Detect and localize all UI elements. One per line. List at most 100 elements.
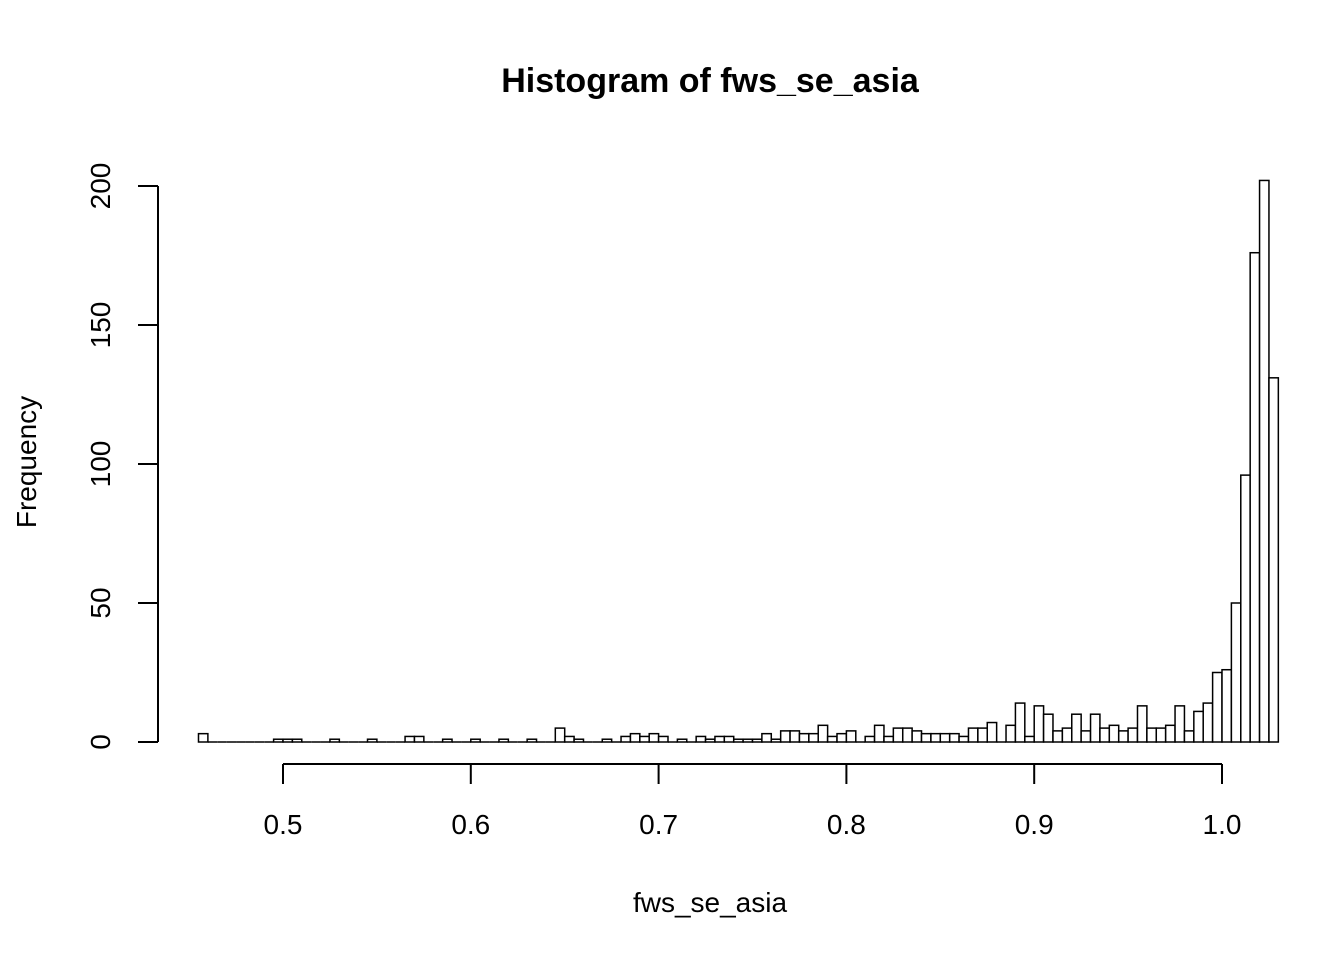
histogram-bar — [291, 738, 303, 743]
chart-title: Histogram of fws_se_asia — [501, 62, 920, 100]
histogram-bar — [1146, 727, 1158, 743]
histogram-bar — [714, 735, 726, 743]
histogram-bar — [1014, 702, 1026, 743]
histogram-bar — [817, 724, 829, 743]
histogram-bar — [901, 727, 913, 743]
histogram-bar — [1211, 671, 1223, 743]
histogram-bar — [1089, 713, 1101, 743]
histogram-bar — [742, 738, 754, 743]
histogram-bar — [1099, 727, 1111, 743]
histogram-bar — [864, 735, 876, 743]
y-tick-label: 150 — [85, 302, 116, 349]
histogram-bar — [470, 738, 481, 743]
histogram-bar — [554, 727, 566, 743]
histogram-bar — [892, 727, 904, 743]
y-tick-label: 50 — [85, 587, 116, 618]
histogram-bar — [601, 738, 613, 743]
histogram-bar — [883, 735, 895, 743]
histogram-bar — [977, 727, 988, 743]
histogram-bar — [1240, 474, 1251, 743]
histogram-bar — [930, 732, 942, 743]
histogram-bar — [761, 732, 773, 743]
histogram-bar — [770, 738, 782, 743]
histogram-bar — [836, 732, 848, 743]
histogram-bar — [779, 730, 791, 743]
histogram-bar — [1042, 713, 1054, 743]
histogram-bar — [272, 738, 284, 743]
histogram-bar — [948, 732, 960, 743]
histogram-bar — [657, 735, 669, 743]
histogram-bar — [676, 738, 688, 743]
histogram-bar — [911, 730, 923, 743]
histogram-bar — [1258, 179, 1270, 743]
histogram-bar — [1174, 705, 1186, 743]
histogram-bar — [1202, 702, 1214, 743]
histogram-bar — [723, 735, 735, 743]
x-tick-label: 0.6 — [451, 809, 490, 840]
histogram-bar — [1071, 713, 1082, 743]
histogram-bar — [873, 724, 885, 743]
histogram-bar — [1033, 705, 1045, 743]
histogram-bar — [986, 721, 998, 743]
histogram-bar — [1005, 724, 1017, 743]
histogram-bar — [1183, 730, 1195, 743]
x-tick-label: 0.7 — [639, 809, 678, 840]
histogram-bar — [620, 735, 632, 743]
histogram-bar — [808, 732, 819, 743]
histogram-bars — [197, 179, 1280, 743]
histogram-bar — [573, 738, 585, 743]
x-axis-label: fws_se_asia — [633, 887, 788, 918]
histogram-bar — [366, 738, 378, 743]
histogram-bar — [1117, 730, 1129, 743]
x-tick-label: 0.9 — [1015, 809, 1054, 840]
histogram-bar — [967, 727, 979, 743]
histogram-bar — [958, 735, 970, 743]
x-tick-label: 1.0 — [1203, 809, 1242, 840]
y-tick-label: 0 — [85, 734, 116, 750]
y-axis-label: Frequency — [11, 396, 42, 528]
histogram-bar — [1061, 727, 1073, 743]
histogram-bar — [648, 732, 660, 743]
histogram-bar — [695, 735, 707, 743]
x-axis: 0.5 0.6 0.7 0.8 0.9 1.0 — [264, 763, 1242, 840]
histogram-bar — [732, 738, 744, 743]
histogram-bar — [329, 738, 341, 743]
histogram-bar — [845, 730, 857, 743]
histogram-bar — [1230, 602, 1242, 743]
y-tick-label: 200 — [85, 163, 116, 210]
histogram-bar — [413, 735, 425, 743]
histogram-bar — [526, 738, 538, 743]
y-tick-label: 100 — [85, 441, 116, 488]
histogram-bar — [826, 735, 838, 743]
histogram-bar — [798, 732, 810, 743]
histogram-bar — [1249, 251, 1261, 743]
histogram-bar — [1221, 668, 1233, 743]
histogram-bar — [1268, 377, 1280, 743]
histogram-bar — [498, 738, 510, 743]
histogram-bar — [404, 735, 416, 743]
histogram-bar — [1127, 727, 1139, 743]
histogram-bar — [1164, 724, 1176, 743]
x-tick-label: 0.8 — [827, 809, 866, 840]
histogram-bar — [441, 738, 453, 743]
histogram-bar — [1052, 730, 1064, 743]
y-axis: 0 50 100 150 200 — [85, 163, 159, 750]
histogram-bar — [704, 738, 716, 743]
x-tick-label: 0.5 — [264, 809, 303, 840]
histogram-bar — [639, 735, 650, 743]
histogram-bar — [1108, 724, 1120, 743]
histogram-bar — [1193, 710, 1204, 743]
histogram-bar — [789, 730, 801, 743]
histogram-bar — [920, 732, 932, 743]
histogram-bar — [629, 732, 641, 743]
histogram-bar — [197, 732, 209, 743]
histogram-bar — [1136, 705, 1148, 743]
histogram-bar — [1155, 727, 1167, 743]
histogram-bar — [1024, 735, 1035, 743]
histogram-bar — [1080, 730, 1092, 743]
histogram-bar — [751, 738, 763, 743]
histogram-bar — [563, 735, 575, 743]
histogram-bar — [282, 738, 294, 743]
histogram-bar — [939, 732, 951, 743]
